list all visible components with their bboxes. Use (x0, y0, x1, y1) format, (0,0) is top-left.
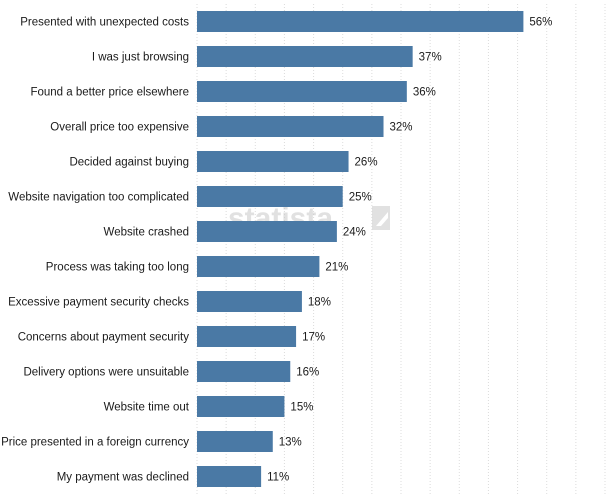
category-label: Found a better price elsewhere (30, 87, 189, 99)
bar (197, 116, 384, 137)
value-label: 17% (302, 332, 325, 344)
bar (197, 151, 349, 172)
value-label: 16% (296, 367, 319, 379)
bar (197, 361, 291, 382)
bar (197, 466, 262, 487)
category-label: Price presented in a foreign currency (1, 437, 189, 449)
value-label: 21% (325, 262, 348, 274)
statista-logo-icon (372, 206, 390, 230)
category-label: Overall price too expensive (50, 122, 189, 134)
bar (197, 11, 524, 32)
category-label: Concerns about payment security (18, 332, 190, 344)
bar (197, 256, 320, 277)
bar (197, 291, 302, 312)
value-label: 11% (267, 472, 289, 484)
category-label: Presented with unexpected costs (20, 17, 189, 29)
category-label: Website time out (104, 402, 190, 414)
value-label: 18% (308, 297, 331, 309)
category-label: Excessive payment security checks (8, 297, 189, 309)
bar (197, 326, 297, 347)
value-label: 26% (355, 157, 378, 169)
bar (197, 431, 273, 452)
gridlines (196, 4, 606, 494)
category-label: My payment was declined (57, 472, 189, 484)
bar (197, 46, 413, 67)
value-label: 37% (419, 52, 442, 64)
value-label: 24% (343, 227, 366, 239)
value-label: 13% (279, 437, 302, 449)
category-label: I was just browsing (92, 52, 189, 64)
value-label: 25% (349, 192, 372, 204)
value-label: 32% (390, 122, 413, 134)
bar (197, 396, 285, 417)
value-label: 36% (413, 87, 436, 99)
category-label: Website navigation too complicated (8, 192, 189, 204)
value-label: 56% (529, 17, 552, 29)
category-label: Process was taking too long (46, 262, 189, 274)
category-label: Delivery options were unsuitable (23, 367, 189, 379)
bar (197, 81, 407, 102)
bar (197, 221, 337, 242)
bars-group: Presented with unexpected costs 56% I was … (1, 11, 552, 487)
bar (197, 186, 343, 207)
category-label: Website crashed (104, 227, 189, 239)
category-label: Decided against buying (69, 157, 189, 169)
value-label: 15% (290, 402, 313, 414)
